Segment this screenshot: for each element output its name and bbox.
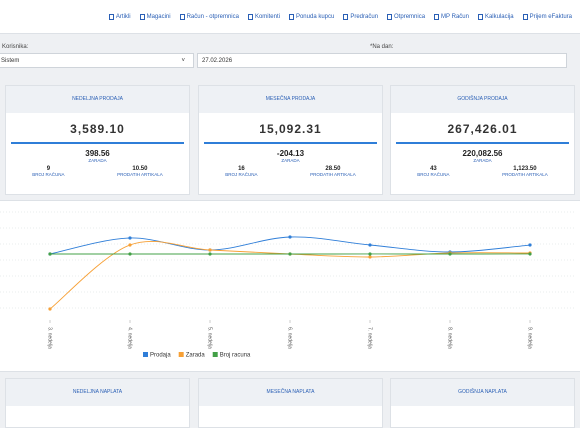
data-point (288, 252, 291, 255)
legend-label: Zarada (186, 353, 206, 359)
legend-label: Prodaja (150, 353, 171, 359)
x-tick-label: 7. nedelja (367, 327, 373, 349)
grid (0, 212, 575, 308)
data-point (128, 243, 131, 246)
data-point (368, 255, 371, 258)
data-point (288, 235, 291, 238)
data-point (208, 248, 211, 251)
data-point (128, 252, 131, 255)
data-point (128, 236, 131, 239)
x-tick-label: 5. nedelja (207, 327, 213, 349)
legend-swatch (179, 352, 184, 357)
data-point (448, 252, 451, 255)
data-point (208, 252, 211, 255)
data-point (368, 243, 371, 246)
x-tick-label: 9. nedelja (527, 327, 533, 349)
data-point (528, 243, 531, 246)
legend-swatch (143, 352, 148, 357)
x-tick-label: 8. nedelja (447, 327, 453, 349)
legend-label: Broj racuna (220, 353, 251, 359)
data-point (528, 252, 531, 255)
data-point (48, 252, 51, 255)
x-tick-label: 6. nedelja (287, 327, 293, 349)
series-line (50, 237, 530, 254)
x-tick-label: 4. nedelja (127, 327, 133, 349)
data-point (48, 307, 51, 310)
legend-swatch (213, 352, 218, 357)
x-tick-label: 3. nedelja (47, 327, 53, 349)
data-point (368, 252, 371, 255)
